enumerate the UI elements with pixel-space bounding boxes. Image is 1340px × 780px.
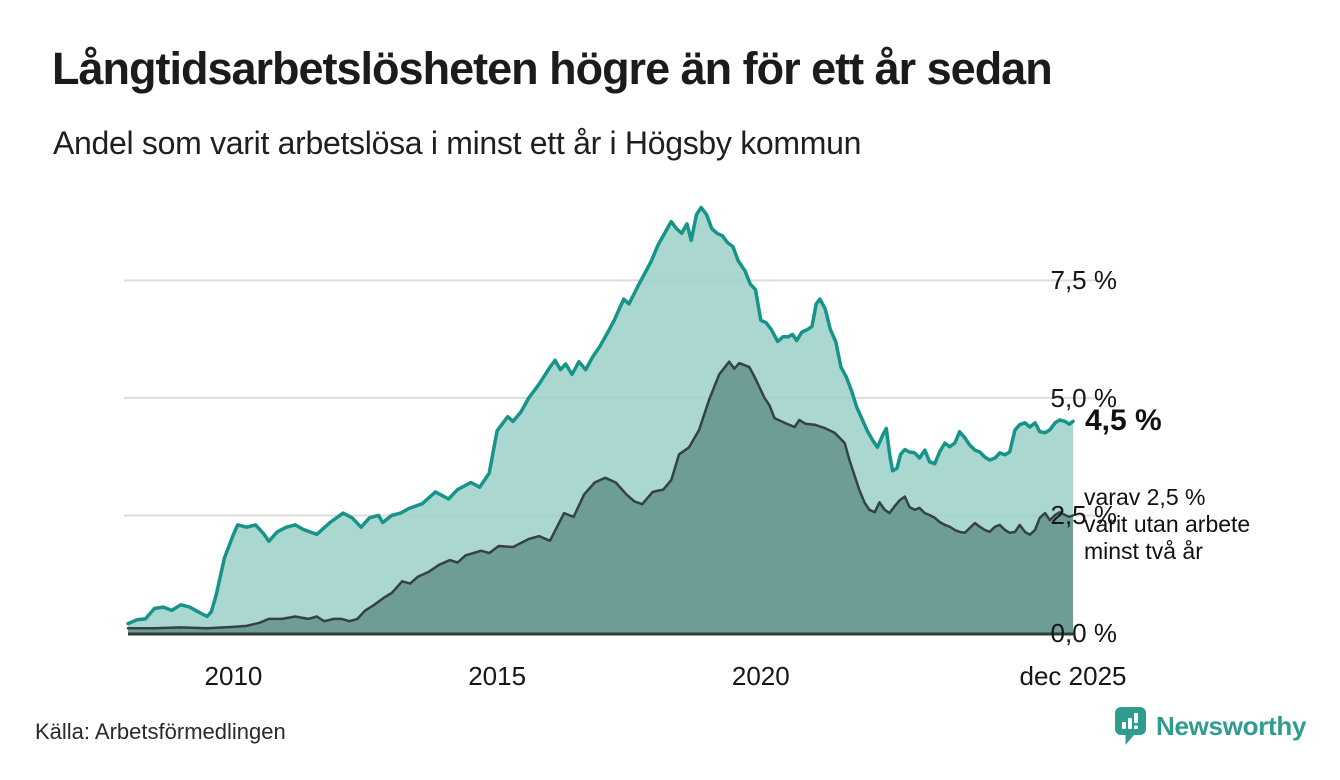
end-value-label: 4,5 %	[1085, 404, 1162, 437]
secondary-annotation: varav 2,5 % varit utan arbete minst två …	[1084, 484, 1251, 564]
area-two-years	[128, 361, 1073, 633]
x-tick-label: 2010	[204, 661, 263, 691]
page-title: Långtidsarbetslösheten högre än för ett …	[52, 43, 1053, 94]
brand-name: Newsworthy	[1156, 710, 1307, 741]
y-tick-label: 2,5 %	[1050, 500, 1118, 531]
page-subtitle: Andel som varit arbetslösa i minst ett å…	[53, 125, 862, 161]
source-note: Källa: Arbetsförmedlingen	[35, 719, 286, 744]
y-tick-label: 5,0 %	[1050, 382, 1118, 413]
line-one-year	[126, 205, 1075, 626]
x-tick-label: 2020	[731, 661, 790, 691]
speech-bubble-bar-chart-icon	[1114, 706, 1147, 746]
x-tick-label: 2015	[468, 661, 527, 691]
y-tick-label: 0,0 %	[1050, 618, 1118, 648]
newsworthy-logo[interactable]: Newsworthy	[1114, 704, 1306, 748]
line-two-years	[126, 360, 1075, 630]
y-tick-label: 7,5 %	[1050, 265, 1118, 296]
x-tick-label: dec 2025	[1019, 661, 1127, 691]
